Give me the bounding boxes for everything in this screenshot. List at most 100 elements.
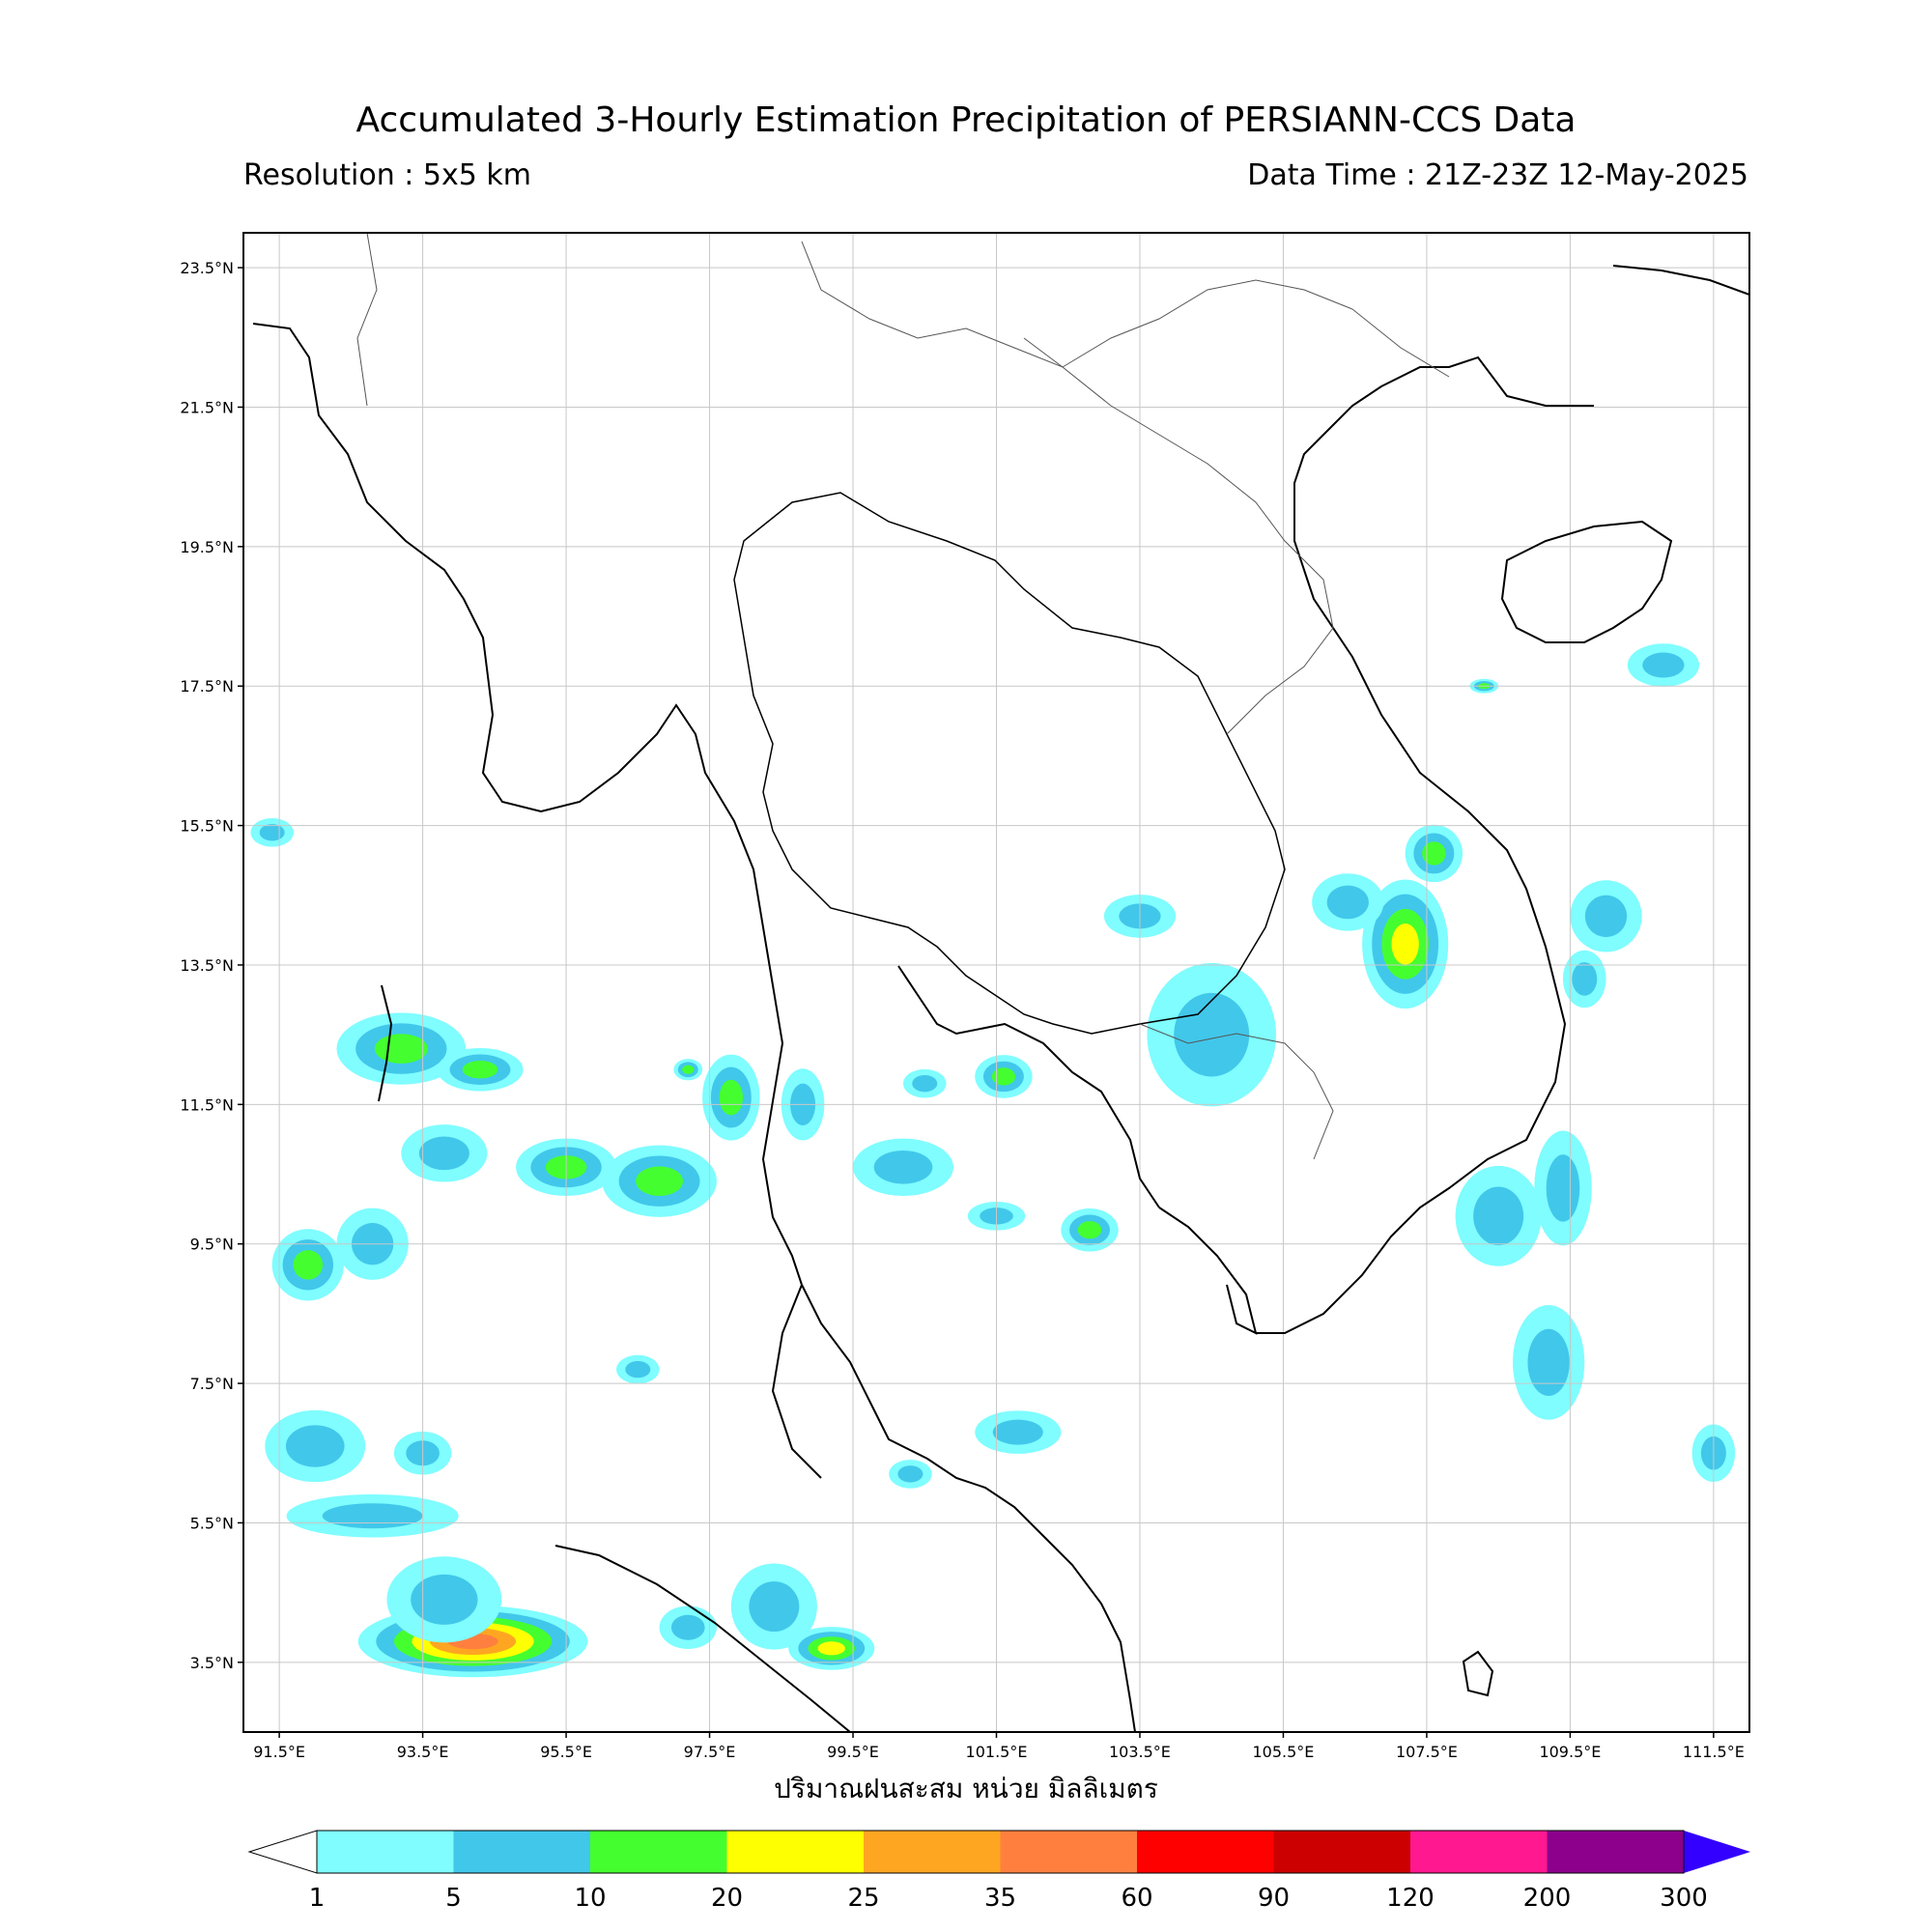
legend-swatch — [1137, 1831, 1274, 1873]
coastline-borneo-island — [1462, 1650, 1494, 1697]
lon-tick-label: 101.5°E — [966, 1743, 1028, 1761]
legend-label: 90 — [1258, 1884, 1290, 1913]
lon-tick-label: 97.5°E — [684, 1743, 736, 1761]
lon-tick-label: 93.5°E — [397, 1743, 449, 1761]
rain-cell — [259, 824, 285, 841]
rainfall-unit-label: ปริมาณฝนสะสม หน่วย มิลลิเมตร — [774, 1773, 1158, 1804]
rain-cell — [912, 1075, 938, 1093]
lat-tick-label: 13.5°N — [180, 956, 234, 975]
map-title: Accumulated 3-Hourly Estimation Precipit… — [355, 100, 1577, 140]
legend-swatch — [453, 1831, 590, 1873]
border-myanmar-india — [356, 233, 378, 407]
lon-tick-label: 91.5°E — [253, 1743, 305, 1761]
lat-tick-label: 21.5°N — [180, 398, 234, 416]
lat-tick-label: 17.5°N — [180, 677, 234, 696]
rain-cell — [670, 1614, 705, 1640]
rain-cell — [285, 1425, 345, 1467]
coastline-hainan — [1500, 520, 1673, 643]
legend-swatch — [864, 1831, 1001, 1873]
lon-tick-label: 95.5°E — [540, 1743, 592, 1761]
rain-cell — [1174, 992, 1250, 1077]
border-china — [801, 241, 1450, 378]
coastline-andaman — [378, 984, 393, 1102]
rain-cell — [1422, 841, 1446, 866]
rain-cell — [1572, 962, 1598, 996]
legend-label: 60 — [1121, 1884, 1152, 1913]
lat-tick-label: 5.5°N — [190, 1514, 234, 1532]
lon-tick-label: 111.5°E — [1683, 1743, 1745, 1761]
rain-cell — [817, 1641, 845, 1656]
lon-tick-label: 109.5°E — [1539, 1743, 1601, 1761]
coastline-vietnam-east — [1256, 355, 1594, 1334]
border-laos-vietnam — [1023, 337, 1334, 735]
data-time-label: Data Time : 21Z-23Z 12-May-2025 — [1247, 158, 1748, 192]
lon-tick-label: 107.5°E — [1396, 1743, 1458, 1761]
lon-tick-label: 105.5°E — [1252, 1743, 1314, 1761]
rain-cell — [1527, 1328, 1570, 1397]
legend-label: 5 — [445, 1884, 462, 1913]
legend-label: 200 — [1523, 1884, 1572, 1913]
legend-swatch — [1410, 1831, 1548, 1873]
rain-cell — [1584, 895, 1628, 938]
legend-label: 35 — [984, 1884, 1016, 1913]
rain-cell — [418, 1136, 469, 1171]
resolution-label: Resolution : 5x5 km — [243, 158, 531, 192]
rain-cell — [873, 1150, 933, 1184]
rain-layer — [250, 643, 1736, 1678]
legend-label-top: 300 — [1660, 1884, 1708, 1913]
rain-cell — [411, 1574, 478, 1625]
legend-swatch — [590, 1831, 727, 1873]
lat-tick-label: 15.5°N — [180, 817, 234, 836]
coastline-sumatra — [554, 1545, 851, 1732]
rain-cell — [1391, 923, 1419, 965]
coastline-thailand-gulf — [897, 965, 1160, 1208]
grid-layer — [243, 233, 1749, 1732]
rain-cell — [1077, 1221, 1102, 1239]
lat-tick-label: 11.5°N — [180, 1095, 234, 1114]
rain-cell — [682, 1065, 695, 1074]
rain-cell — [625, 1360, 651, 1378]
coastline-myanmar — [252, 323, 803, 1286]
coastline-peninsula-west — [771, 1284, 822, 1479]
legend-under-arrow — [247, 1830, 318, 1874]
lat-tick-label: 3.5°N — [190, 1654, 234, 1672]
lat-tick-label: 9.5°N — [190, 1236, 234, 1254]
legend-swatch — [1000, 1831, 1137, 1873]
legend-label: 120 — [1386, 1884, 1435, 1913]
legend-label: 10 — [574, 1884, 606, 1913]
rain-cell — [1326, 885, 1369, 920]
border-thailand — [733, 492, 1286, 1035]
rain-cell — [992, 1419, 1043, 1445]
legend-label: 25 — [847, 1884, 879, 1913]
rain-cell — [719, 1079, 744, 1116]
coastline-cambodia-vietnam — [1158, 1207, 1258, 1335]
lat-tick-label: 23.5°N — [180, 259, 234, 277]
rain-cell — [462, 1061, 498, 1079]
coastline-layer — [252, 233, 1749, 1732]
border-cambodia — [1139, 1023, 1334, 1160]
legend-label: 20 — [711, 1884, 743, 1913]
legend-swatch — [1547, 1831, 1684, 1873]
rain-cell — [897, 1465, 923, 1483]
lon-tick-label: 103.5°E — [1109, 1743, 1171, 1761]
legend-swatch — [1273, 1831, 1410, 1873]
coastline-south-china — [1612, 265, 1749, 296]
rain-cell — [1546, 1154, 1580, 1222]
coastline-gulf — [801, 1284, 1136, 1732]
lat-tick-label: 19.5°N — [180, 538, 234, 556]
rain-cell — [1642, 652, 1685, 678]
legend-over-arrow — [1684, 1831, 1750, 1873]
legend-frame — [316, 1830, 1685, 1874]
rain-cell — [293, 1250, 324, 1280]
lon-tick-label: 99.5°E — [827, 1743, 879, 1761]
color-legend: 1 5 10 20 25 35 60 90 120 200 300 — [247, 1830, 1750, 1913]
rain-cell — [1473, 1186, 1524, 1246]
rain-cell — [749, 1581, 800, 1633]
legend-swatch — [726, 1831, 864, 1873]
axis-layer: 23.5°N 21.5°N 19.5°N 17.5°N 15.5°N 13.5°N 11.5… — [180, 259, 1744, 1761]
rain-cell — [636, 1166, 684, 1197]
legend-label: 1 — [309, 1884, 326, 1913]
rain-cell — [374, 1034, 428, 1064]
rain-cell — [322, 1503, 423, 1529]
